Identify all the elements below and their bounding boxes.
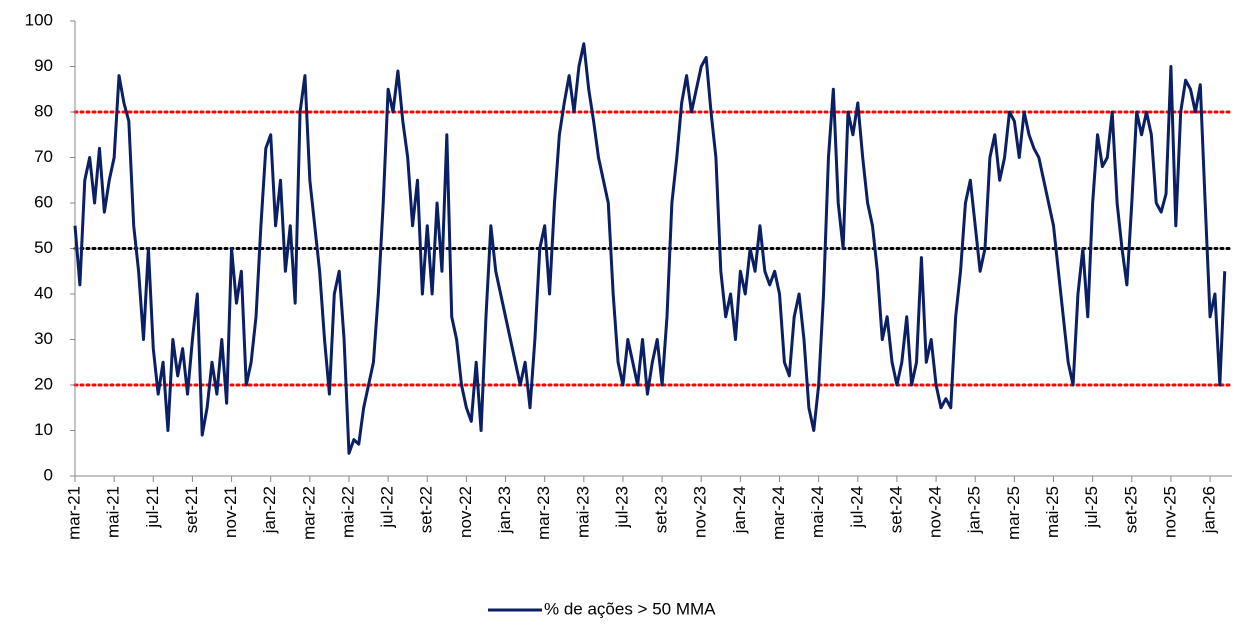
y-tick-label: 40 <box>34 283 53 302</box>
x-tick-label: set-23 <box>652 486 671 533</box>
x-tick-label: mar-25 <box>1004 486 1023 540</box>
x-tick-label: mar-24 <box>769 486 788 540</box>
y-tick-label: 100 <box>25 10 53 29</box>
x-tick-label: jan-22 <box>260 486 279 534</box>
x-tick-label: mai-25 <box>1043 486 1062 538</box>
x-tick-label: jul-22 <box>378 486 397 529</box>
x-tick-label: jan-24 <box>730 486 749 534</box>
y-tick-label: 80 <box>34 101 53 120</box>
x-tick-label: jul-25 <box>1082 486 1101 529</box>
x-tick-label: nov-25 <box>1160 486 1179 538</box>
x-tick-label: jul-23 <box>612 486 631 529</box>
x-tick-label: mar-23 <box>534 486 553 540</box>
y-tick-label: 10 <box>34 420 53 439</box>
x-tick-label: nov-22 <box>456 486 475 538</box>
x-tick-label: set-25 <box>1121 486 1140 533</box>
x-tick-label: nov-24 <box>926 486 945 538</box>
y-tick-label: 60 <box>34 192 53 211</box>
x-tick-label: set-24 <box>886 486 905 533</box>
line-series <box>73 42 1227 455</box>
x-tick-label: nov-21 <box>221 486 240 538</box>
x-tick-label: jan-26 <box>1200 486 1219 534</box>
x-tick-label: mar-21 <box>64 486 83 540</box>
x-tick-label: jan-23 <box>495 486 514 534</box>
y-tick-label: 30 <box>34 329 53 348</box>
x-tick-label: jan-25 <box>965 486 984 534</box>
x-tick-label: jul-24 <box>847 486 866 529</box>
y-tick-label: 90 <box>34 56 53 75</box>
x-tick-label: jul-21 <box>143 486 162 529</box>
y-tick-label: 0 <box>44 465 53 484</box>
x-tick-label: mai-23 <box>573 486 592 538</box>
x-tick-label: mai-21 <box>104 486 123 538</box>
y-tick-label: 70 <box>34 147 53 166</box>
x-tick-label: nov-23 <box>691 486 710 538</box>
x-tick-label: mar-22 <box>299 486 318 540</box>
x-tick-label: mai-24 <box>808 486 827 538</box>
y-tick-label: 50 <box>34 238 53 257</box>
y-tick-label: 20 <box>34 374 53 393</box>
x-tick-label: set-22 <box>417 486 436 533</box>
x-tick-label: mai-22 <box>338 486 357 538</box>
x-tick-label: set-21 <box>182 486 201 533</box>
legend-label: % de ações > 50 MMA <box>544 599 716 618</box>
